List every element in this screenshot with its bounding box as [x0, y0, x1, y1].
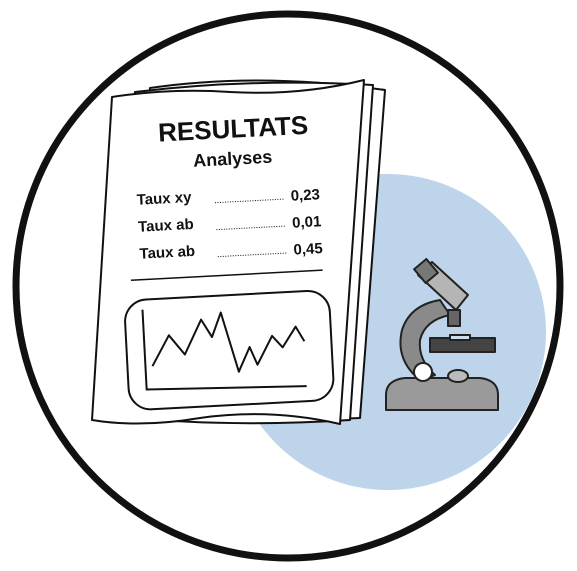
row-value: 0,23 [290, 186, 320, 205]
subtitle: Analyses [193, 147, 273, 171]
row-label: Taux ab [138, 216, 194, 236]
light-source [448, 370, 468, 382]
row-label: Taux ab [139, 243, 195, 263]
microscope-slide [450, 335, 470, 340]
row-value: 0,01 [292, 213, 322, 232]
microscope-objective [448, 310, 460, 326]
focus-knob [414, 363, 432, 381]
row-label: Taux xy [136, 189, 192, 209]
illustration: RESULTATS Analyses Taux xy0,23Taux ab0,0… [0, 0, 577, 571]
microscope-base [386, 378, 498, 410]
row-value: 0,45 [293, 240, 323, 259]
